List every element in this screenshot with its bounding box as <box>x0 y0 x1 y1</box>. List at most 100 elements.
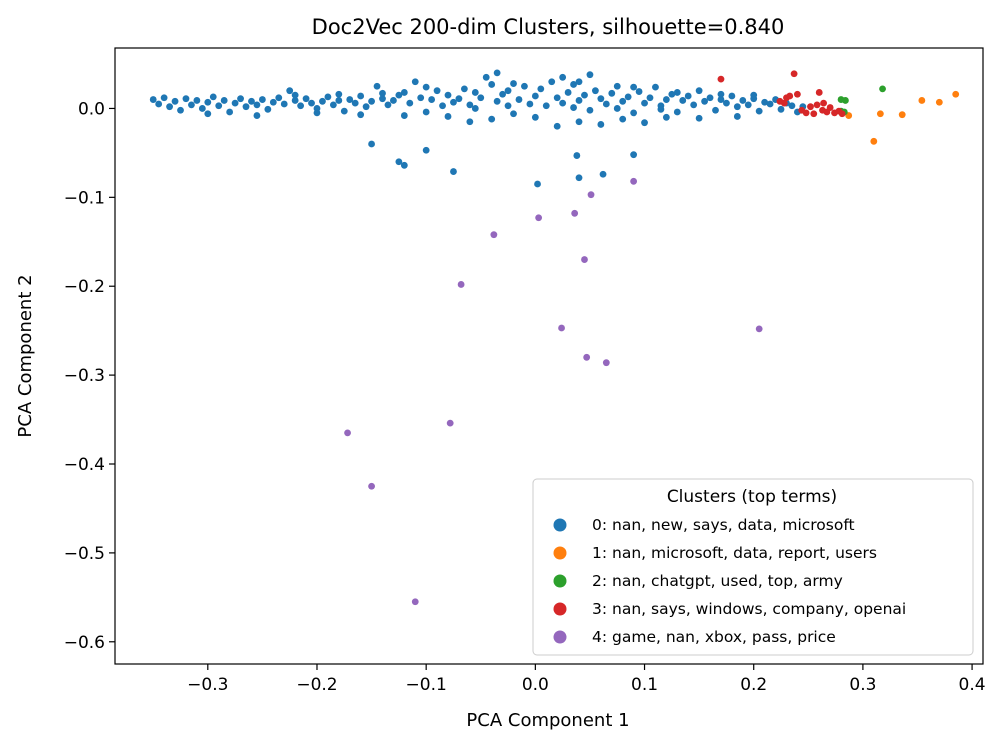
cluster-0-point <box>646 94 654 102</box>
cluster-0-point <box>411 78 419 86</box>
legend-marker-0 <box>553 518 567 532</box>
cluster-0-point <box>471 89 479 96</box>
legend-entries: 0: nan, new, says, data, microsoft 1: nan… <box>553 516 906 646</box>
x-tick-label: 0.3 <box>849 675 876 695</box>
legend-box <box>532 478 974 656</box>
legend: Clusters (top terms) 0: nan, new, says, … <box>532 478 974 656</box>
cluster-4-point <box>581 256 588 263</box>
cluster-0-point <box>400 112 408 119</box>
cluster-3-point <box>802 109 810 117</box>
cluster-0-point <box>182 95 190 103</box>
cluster-0-point <box>652 83 659 91</box>
cluster-0-point <box>379 95 386 103</box>
cluster-0-point <box>575 174 583 182</box>
cluster-0-point <box>493 97 501 105</box>
cluster-0-point <box>717 96 725 103</box>
cluster-0-point <box>755 107 763 115</box>
cluster-4-point <box>583 353 591 361</box>
cluster-4-point <box>446 419 454 427</box>
cluster-2-point <box>879 85 886 93</box>
legend-label-2: 2: nan, chatgpt, used, top, army <box>592 572 843 590</box>
cluster-3-point <box>826 104 834 111</box>
cluster-0-point <box>297 102 305 110</box>
cluster-0-point <box>346 96 354 103</box>
cluster-0-point <box>417 94 425 102</box>
y-tick-label: −0.5 <box>64 544 105 564</box>
cluster-0-point <box>209 93 217 101</box>
cluster-0-point <box>220 97 228 104</box>
legend-marker-4 <box>553 630 567 644</box>
y-tick-label: −0.3 <box>64 366 105 386</box>
cluster-0-point <box>357 92 365 100</box>
legend-title: Clusters (top terms) <box>667 487 837 507</box>
cluster-3-point <box>820 99 827 107</box>
cluster-0-point <box>504 102 512 110</box>
cluster-0-point <box>559 73 567 81</box>
cluster-3-point <box>793 90 801 98</box>
cluster-0-point <box>597 95 605 103</box>
cluster-3-point <box>815 89 823 96</box>
cluster-0-point <box>608 89 616 97</box>
cluster-3-point <box>807 103 814 111</box>
cluster-0-point <box>766 100 774 108</box>
cluster-0-point <box>570 81 577 88</box>
cluster-0-point <box>319 97 326 105</box>
cluster-0-point <box>717 90 725 98</box>
cluster-0-point <box>586 106 594 114</box>
y-axis-label: PCA Component 2 <box>15 274 36 437</box>
cluster-1-point <box>918 97 926 104</box>
legend-marker-2 <box>553 574 567 588</box>
legend-label-4: 4: game, nan, xbox, pass, price <box>592 628 836 646</box>
cluster-0-point <box>171 97 179 105</box>
cluster-0-point <box>390 97 397 104</box>
cluster-4-point <box>368 482 375 490</box>
cluster-0-point <box>662 96 670 103</box>
cluster-0-point <box>624 93 632 101</box>
cluster-0-point <box>761 98 769 106</box>
cluster-4-point <box>535 214 543 222</box>
y-tick-label: −0.4 <box>64 455 105 475</box>
cluster-4-point <box>587 191 595 199</box>
cluster-0-point <box>269 98 277 106</box>
cluster-4-point <box>571 209 579 217</box>
cluster-0-point <box>373 82 381 90</box>
cluster-0-point <box>466 118 474 126</box>
x-axis-label: PCA Component 1 <box>466 710 629 731</box>
cluster-0-point <box>406 99 414 107</box>
cluster-0-point <box>586 71 594 79</box>
cluster-0-point <box>788 102 796 110</box>
cluster-0-point <box>553 94 561 102</box>
cluster-0-point <box>657 105 665 113</box>
axis-ticks: −0.3 −0.2 −0.1 0.0 0.1 0.2 0.3 0.4 0.0 −0.1 −0.2 −0… <box>64 99 986 695</box>
cluster-0-point <box>286 87 294 95</box>
cluster-0-point <box>673 108 681 116</box>
cluster-0-point <box>422 146 430 154</box>
cluster-0-point <box>641 119 648 127</box>
cluster-0-point <box>264 105 272 113</box>
cluster-0-point <box>313 109 321 117</box>
cluster-0-point <box>531 92 539 100</box>
chart-title: Doc2Vec 200-dim Clusters, silhouette=0.8… <box>312 15 785 39</box>
cluster-0-point <box>534 180 541 188</box>
cluster-3-point <box>810 110 818 118</box>
x-tick-label: 0.1 <box>631 675 658 695</box>
cluster-0-point <box>630 151 638 159</box>
cluster-0-point <box>155 100 163 108</box>
cluster-0-point <box>460 85 468 93</box>
cluster-0-point <box>581 91 588 99</box>
cluster-0-point <box>444 91 452 99</box>
cluster-0-point <box>499 90 506 98</box>
cluster-1-point <box>935 98 943 106</box>
cluster-0-point <box>515 96 523 103</box>
cluster-0-point <box>149 96 157 103</box>
cluster-3-point <box>838 110 846 118</box>
cluster-0-point <box>739 97 747 104</box>
cluster-0-point <box>444 113 452 120</box>
y-tick-label: 0.0 <box>78 99 105 119</box>
cluster-0-point <box>630 109 638 117</box>
cluster-0-point <box>488 81 496 88</box>
cluster-0-point <box>619 115 627 123</box>
cluster-0-point <box>226 108 234 116</box>
cluster-0-point <box>679 97 687 104</box>
